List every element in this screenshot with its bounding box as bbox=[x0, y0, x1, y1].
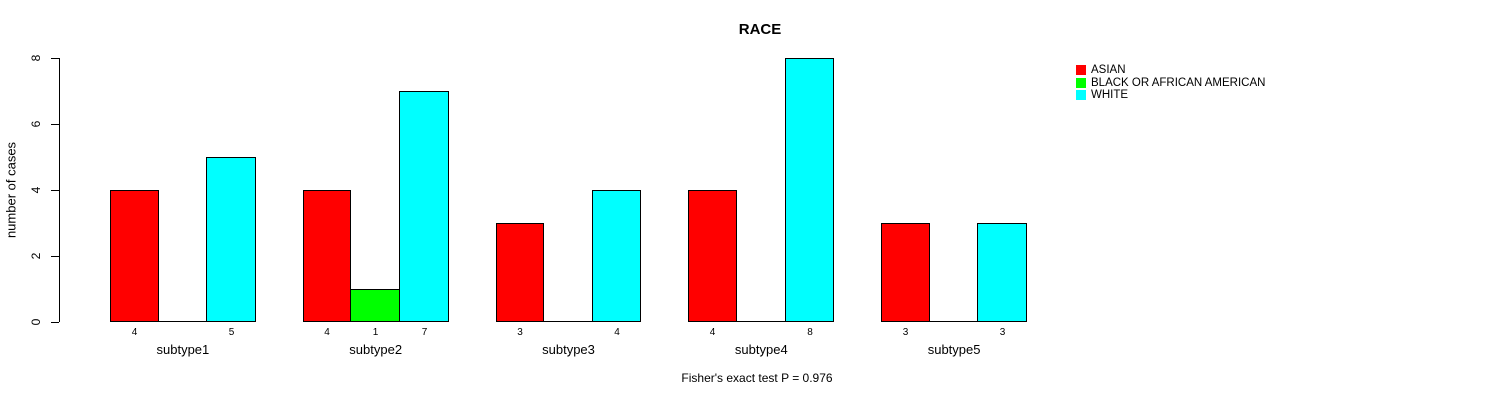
category-label: subtype4 bbox=[734, 342, 788, 357]
legend-label: ASIAN bbox=[1091, 64, 1126, 76]
bar-value-label: 3 bbox=[902, 327, 909, 338]
zero-height-bar bbox=[930, 321, 978, 322]
y-tick bbox=[51, 189, 59, 191]
y-tick-label: 0 bbox=[29, 318, 43, 326]
y-tick bbox=[51, 321, 59, 323]
category-label: subtype3 bbox=[542, 342, 595, 357]
y-tick bbox=[51, 123, 59, 125]
bar-value-label: 8 bbox=[807, 327, 813, 338]
legend-swatch bbox=[1076, 77, 1086, 88]
legend-swatch bbox=[1076, 65, 1086, 76]
bar bbox=[881, 223, 930, 322]
y-axis-line bbox=[59, 58, 60, 322]
bar bbox=[303, 190, 351, 322]
category-label: subtype1 bbox=[156, 342, 210, 357]
y-tick-label: 8 bbox=[29, 54, 43, 62]
bar-value-label: 7 bbox=[421, 327, 428, 338]
bar bbox=[688, 190, 737, 322]
bar bbox=[350, 289, 400, 322]
bar bbox=[496, 223, 544, 322]
bar bbox=[399, 91, 449, 322]
footnote-fishers-test: Fisher's exact test P = 0.976 bbox=[681, 371, 833, 385]
bar-value-label: 1 bbox=[372, 327, 379, 338]
bar-value-label: 3 bbox=[517, 327, 523, 338]
legend-swatch bbox=[1076, 90, 1086, 101]
y-tick-label: 4 bbox=[29, 186, 43, 194]
legend-label: BLACK OR AFRICAN AMERICAN bbox=[1091, 76, 1266, 89]
bar bbox=[110, 190, 159, 322]
bar-value-label: 4 bbox=[131, 327, 138, 338]
bar-value-label: 5 bbox=[228, 327, 235, 338]
bar-value-label: 4 bbox=[614, 327, 620, 338]
y-tick-label: 2 bbox=[29, 252, 43, 260]
bar bbox=[206, 157, 256, 322]
y-tick bbox=[51, 255, 59, 257]
bar-value-label: 3 bbox=[999, 327, 1006, 338]
legend-label: WHITE bbox=[1091, 89, 1129, 101]
zero-height-bar bbox=[737, 321, 786, 322]
zero-height-bar bbox=[159, 321, 207, 322]
legend-row: WHITE bbox=[1076, 89, 1128, 102]
y-tick bbox=[51, 57, 59, 59]
bar bbox=[977, 223, 1027, 322]
bar-value-label: 4 bbox=[324, 327, 330, 338]
bar bbox=[592, 190, 641, 322]
category-label: subtype5 bbox=[927, 342, 981, 357]
bar bbox=[785, 58, 834, 322]
bar-value-label: 4 bbox=[709, 327, 716, 338]
category-label: subtype2 bbox=[349, 342, 403, 357]
chart-title: RACE bbox=[738, 21, 782, 38]
y-tick-label: 6 bbox=[29, 120, 43, 128]
zero-height-bar bbox=[544, 321, 593, 322]
y-axis-label: number of cases bbox=[3, 141, 19, 239]
legend-row: ASIAN bbox=[1076, 64, 1126, 77]
legend-row: BLACK OR AFRICAN AMERICAN bbox=[1076, 77, 1265, 90]
